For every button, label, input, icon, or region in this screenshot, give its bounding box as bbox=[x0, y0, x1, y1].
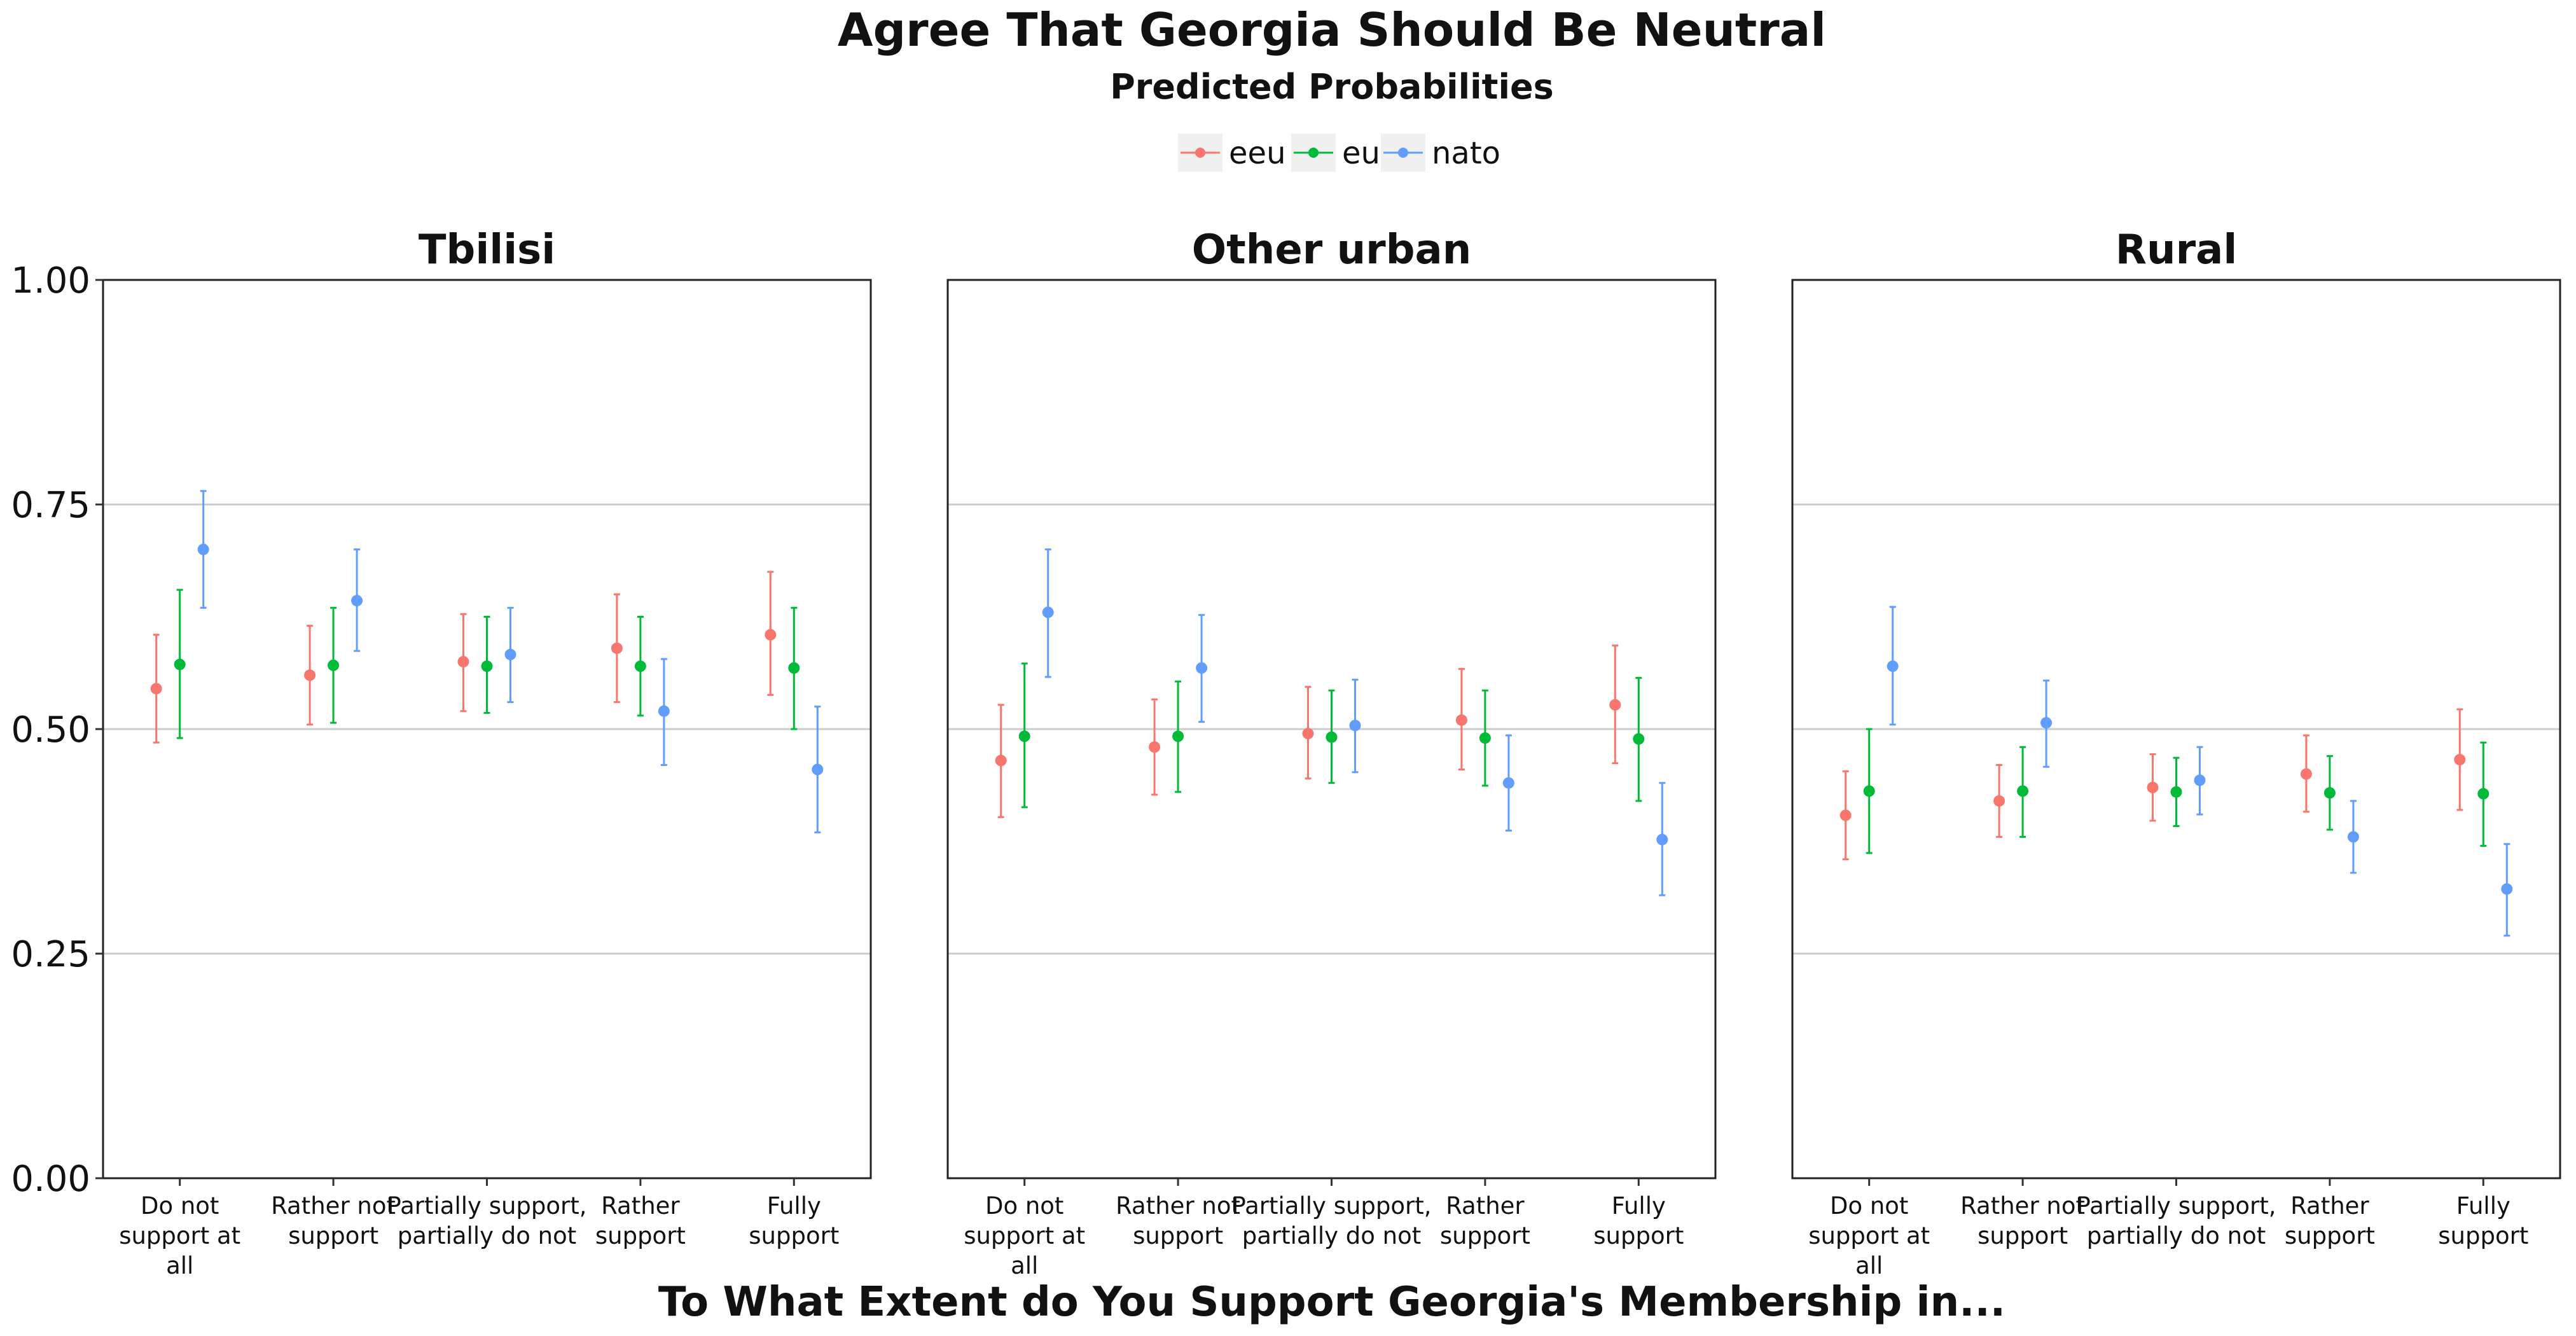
x-tick-label: Rather not support bbox=[1960, 1192, 2085, 1249]
legend-item-nato: nato bbox=[1381, 134, 1500, 172]
y-axis: 0.00 0.25 0.50 0.75 1.00 bbox=[11, 260, 103, 1200]
x-tick-label: Partially support, partially do not bbox=[2076, 1192, 2276, 1249]
point-eeu bbox=[1149, 741, 1161, 753]
point-eeu bbox=[1993, 795, 2005, 807]
point-eu bbox=[328, 659, 340, 671]
point-nato bbox=[812, 763, 824, 776]
x-tick-label: Fully support bbox=[1593, 1192, 1684, 1249]
point-nato bbox=[1349, 720, 1361, 732]
legend-label-eeu: eeu bbox=[1229, 136, 1285, 171]
legend-label-eu: eu bbox=[1342, 136, 1380, 171]
point-nato bbox=[1042, 606, 1054, 618]
y-tick-label: 0.75 bbox=[11, 485, 90, 526]
x-axis-label: To What Extent do You Support Georgia's … bbox=[658, 1279, 2005, 1326]
point-nato bbox=[197, 543, 209, 555]
point-nato bbox=[2501, 883, 2513, 895]
point-eeu bbox=[1302, 728, 1314, 740]
facet-tbilisi: Tbilisi Do not support at all Rather not supp… bbox=[102, 226, 872, 1279]
y-tick-label: 0.25 bbox=[11, 934, 90, 975]
point-eu bbox=[2170, 786, 2182, 798]
point-nato bbox=[1502, 777, 1514, 789]
point-eu bbox=[481, 660, 493, 672]
point-nato bbox=[1887, 660, 1899, 672]
point-eu bbox=[788, 662, 800, 674]
point-eeu bbox=[2454, 754, 2466, 766]
legend-dot-eu bbox=[1308, 148, 1319, 158]
y-tick-label: 1.00 bbox=[11, 260, 90, 302]
x-tick-label: Fully support bbox=[749, 1192, 839, 1249]
legend-dot-nato bbox=[1398, 148, 1408, 158]
legend-item-eu: eu bbox=[1291, 134, 1380, 172]
point-eeu bbox=[611, 642, 623, 654]
point-nato bbox=[2040, 717, 2053, 729]
x-tick-label: Rather not support bbox=[1116, 1192, 1240, 1249]
point-eu bbox=[2323, 787, 2336, 799]
point-eeu bbox=[765, 629, 777, 641]
facet-title: Other urban bbox=[1192, 226, 1472, 274]
point-eu bbox=[1633, 733, 1645, 745]
chart-subtitle: Predicted Probabilities bbox=[1110, 67, 1554, 107]
legend-dot-eeu bbox=[1195, 148, 1205, 158]
point-eu bbox=[1479, 732, 1491, 744]
x-tick-label: Rather not support bbox=[271, 1192, 396, 1249]
x-tick-label: Rather support bbox=[1440, 1192, 1530, 1249]
point-eeu bbox=[2300, 768, 2312, 780]
point-eeu bbox=[150, 683, 162, 695]
point-nato bbox=[658, 705, 670, 717]
point-eu bbox=[174, 658, 186, 671]
point-nato bbox=[2347, 831, 2359, 843]
point-eu bbox=[2477, 788, 2489, 800]
y-tick-label: 0.00 bbox=[11, 1159, 90, 1200]
point-eeu bbox=[1839, 809, 1852, 821]
x-tick-label: Rather support bbox=[595, 1192, 686, 1249]
point-eeu bbox=[457, 656, 469, 668]
point-nato bbox=[1656, 833, 1668, 845]
point-nato bbox=[351, 595, 363, 607]
point-eu bbox=[2017, 785, 2029, 797]
point-nato bbox=[2194, 774, 2206, 786]
legend-item-eeu: eeu bbox=[1178, 134, 1285, 172]
point-eu bbox=[1326, 731, 1338, 743]
facets: Tbilisi Do not support at all Rather not supp… bbox=[102, 226, 2561, 1279]
facet-rural: Rural Do not support at all Rather not suppor… bbox=[1791, 226, 2561, 1279]
point-eeu bbox=[304, 669, 316, 681]
y-tick-label: 0.50 bbox=[11, 709, 90, 751]
point-nato bbox=[1196, 662, 1208, 674]
point-eu bbox=[634, 660, 646, 672]
facet-other-urban: Other urban Do not support at all Rather not… bbox=[946, 226, 1717, 1279]
point-nato bbox=[504, 648, 516, 660]
point-eu bbox=[1172, 730, 1184, 742]
point-eeu bbox=[2147, 781, 2159, 793]
x-tick-label: Partially support, partially do not bbox=[387, 1192, 586, 1249]
facet-title: Rural bbox=[2116, 226, 2238, 274]
point-eeu bbox=[1455, 714, 1467, 726]
x-tick-label: Rather support bbox=[2285, 1192, 2375, 1249]
point-eu bbox=[1018, 730, 1030, 742]
point-eeu bbox=[1609, 699, 1621, 711]
x-tick-label: Partially support, partially do not bbox=[1231, 1192, 1431, 1249]
x-tick-label: Fully support bbox=[2438, 1192, 2528, 1249]
point-eu bbox=[1863, 785, 1875, 797]
x-tick-label: Do not support at all bbox=[119, 1192, 240, 1279]
point-eeu bbox=[995, 755, 1007, 767]
x-tick-label: Do not support at all bbox=[1808, 1192, 1930, 1279]
x-tick-label: Do not support at all bbox=[964, 1192, 1085, 1279]
chart-title: Agree That Georgia Should Be Neutral bbox=[838, 3, 1826, 57]
legend: eeu eu nato bbox=[1178, 134, 1500, 172]
legend-label-nato: nato bbox=[1432, 136, 1500, 171]
facet-title: Tbilisi bbox=[419, 226, 555, 274]
